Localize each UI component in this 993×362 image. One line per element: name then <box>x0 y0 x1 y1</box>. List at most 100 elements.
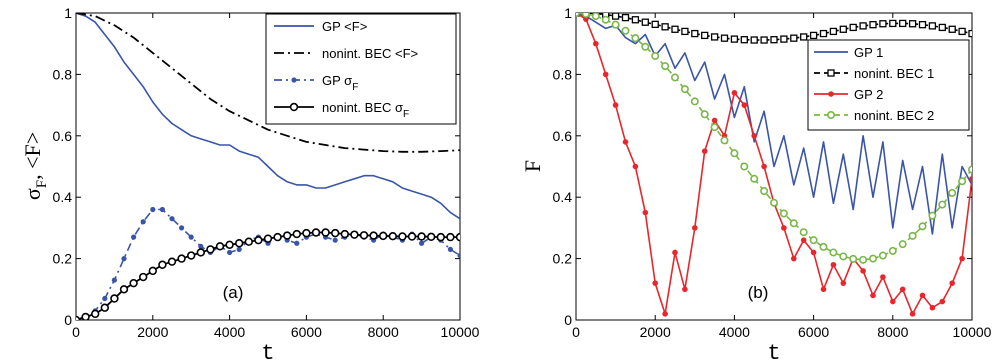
legend-entry-gp-f: GP σF <box>274 73 358 93</box>
legend-label-gp-1: GP 1 <box>854 45 883 60</box>
data-point-nonint-bec-1 <box>651 20 659 29</box>
data-point-nonint-bec-f <box>196 248 206 257</box>
data-point-nonint-bec-1 <box>948 25 956 33</box>
panel-a-legend-entries: GP <F> nonint. BEC <F> GP σF nonint. BEC σF <box>274 19 418 120</box>
data-point-nonint-bec-f <box>427 232 436 242</box>
data-point-nonint-bec-f <box>90 309 100 319</box>
legend-entry-nonint-bec-f: nonint. BEC σF <box>274 100 409 120</box>
data-point-nonint-bec-2 <box>740 162 749 171</box>
panel-b-series-gp-1 <box>576 13 972 235</box>
data-point-nonint-bec-2 <box>710 123 719 132</box>
data-point-gp-f <box>447 246 453 252</box>
data-point-nonint-bec-2 <box>700 110 709 119</box>
legend-label-nonint-bec-2: nonint. BEC 2 <box>854 108 934 123</box>
data-point-gp-f <box>111 277 117 283</box>
legend-marker-gp-f <box>291 77 297 83</box>
data-point-nonint-bec-f <box>225 240 234 249</box>
data-point-nonint-bec-1 <box>760 36 768 44</box>
panel-b-x-tick-label: 4000 <box>719 324 750 340</box>
data-point-nonint-bec-1 <box>740 36 748 44</box>
panel-a-y-tick-label: 0 <box>64 312 72 328</box>
data-point-nonint-bec-2 <box>670 73 679 82</box>
data-point-nonint-bec-1 <box>918 21 927 29</box>
data-point-gp-2 <box>929 304 936 311</box>
data-point-gp-2 <box>751 133 757 139</box>
legend-entry-gp-2: GP 2 <box>814 87 883 102</box>
data-point-nonint-bec-f <box>407 232 417 241</box>
panel-b-y-tick-label: 0.4 <box>553 189 573 205</box>
data-point-nonint-bec-2 <box>819 242 828 251</box>
data-point-nonint-bec-2 <box>898 240 907 249</box>
panel-a-y-tick-label: 0.2 <box>53 251 73 267</box>
data-point-nonint-bec-1 <box>671 25 679 33</box>
data-point-gp-f <box>131 234 137 240</box>
data-point-gp-2 <box>692 225 698 231</box>
data-point-nonint-bec-2 <box>809 236 818 245</box>
panel-a-series-nonint-bec-f <box>76 13 460 153</box>
legend-entry-gp-f: GP <F> <box>274 19 367 34</box>
data-point-nonint-bec-f <box>302 228 311 238</box>
data-point-nonint-bec-f <box>254 235 263 245</box>
data-point-gp-2 <box>583 16 589 22</box>
data-point-gp-f <box>294 240 300 246</box>
data-point-nonint-bec-1 <box>611 13 620 20</box>
panel-a-y-tick-label: 0.6 <box>53 128 73 144</box>
data-point-nonint-bec-2 <box>769 198 778 207</box>
panel-b-x-ticks: 0 2000 4000 6000 8000 10000 <box>572 13 992 340</box>
data-point-nonint-bec-f <box>263 234 273 243</box>
data-point-nonint-bec-f <box>292 229 301 239</box>
data-point-nonint-bec-1 <box>819 29 828 38</box>
data-point-nonint-bec-2 <box>641 42 650 51</box>
data-point-nonint-bec-f <box>187 251 196 260</box>
data-point-nonint-bec-2 <box>611 20 620 29</box>
panel-a-label: (a) <box>223 283 244 302</box>
data-point-nonint-bec-f <box>398 232 407 241</box>
data-point-gp-2 <box>652 280 658 286</box>
panel-a-y-ticks: 0 0.2 0.4 0.6 0.8 1 <box>53 5 460 328</box>
data-point-nonint-bec-1 <box>681 27 689 36</box>
data-point-nonint-bec-1 <box>889 19 897 28</box>
panel-a-x-tick-label: 4000 <box>214 324 245 340</box>
panel-b: 0 2000 4000 6000 8000 10000 00.20.40.60.81 t … <box>520 5 992 362</box>
data-point-nonint-bec-f <box>273 232 282 242</box>
legend-marker-nonint-bec-f <box>289 102 299 112</box>
data-point-gp-2 <box>672 249 678 256</box>
data-point-gp-f <box>121 256 127 262</box>
data-point-nonint-bec-f <box>369 231 378 240</box>
data-point-nonint-bec-f <box>76 315 81 320</box>
legend-label-main: nonint. BEC <F> <box>322 46 418 61</box>
panel-a-y-label-sub: F <box>34 180 50 188</box>
data-point-gp-f <box>179 225 185 231</box>
panel-b-series <box>576 13 972 317</box>
data-point-gp-f <box>140 219 146 225</box>
panel-a-y-tick-label: 0.8 <box>53 66 73 82</box>
data-point-gp-f <box>332 237 338 243</box>
legend-label-gp-f: GP σF <box>322 73 358 93</box>
data-point-nonint-bec-1 <box>750 36 758 44</box>
panel-a: 0 2000 4000 6000 8000 10000 00.20.40.60.81 t … <box>20 5 480 362</box>
data-point-nonint-bec-1 <box>800 33 808 41</box>
data-point-nonint-bec-2 <box>918 222 927 231</box>
data-point-nonint-bec-1 <box>879 20 887 28</box>
data-point-nonint-bec-2 <box>938 200 947 209</box>
data-point-nonint-bec-2 <box>661 62 670 71</box>
legend-marker-nonint-bec-1 <box>827 69 835 77</box>
data-point-nonint-bec-1 <box>958 27 966 36</box>
data-point-gp-2 <box>682 286 688 293</box>
data-point-gp-2 <box>593 40 599 47</box>
data-point-nonint-bec-2 <box>690 97 699 106</box>
data-point-nonint-bec-f <box>148 266 158 276</box>
data-point-gp-2 <box>820 286 827 293</box>
data-point-gp-f <box>227 249 233 256</box>
data-point-nonint-bec-2 <box>621 26 630 35</box>
data-point-nonint-bec-1 <box>730 35 739 43</box>
data-point-nonint-bec-f <box>436 232 445 242</box>
data-point-nonint-bec-f <box>167 257 177 266</box>
data-point-nonint-bec-1 <box>849 23 857 32</box>
panel-a-x-tick-label: 6000 <box>291 324 322 340</box>
panel-b-x-label: t <box>767 341 780 362</box>
data-point-gp-f <box>198 243 204 249</box>
panel-b-x-tick-label: 2000 <box>640 324 671 340</box>
legend-label-main: nonint. BEC 2 <box>854 108 934 123</box>
data-point-nonint-bec-f <box>100 303 110 312</box>
